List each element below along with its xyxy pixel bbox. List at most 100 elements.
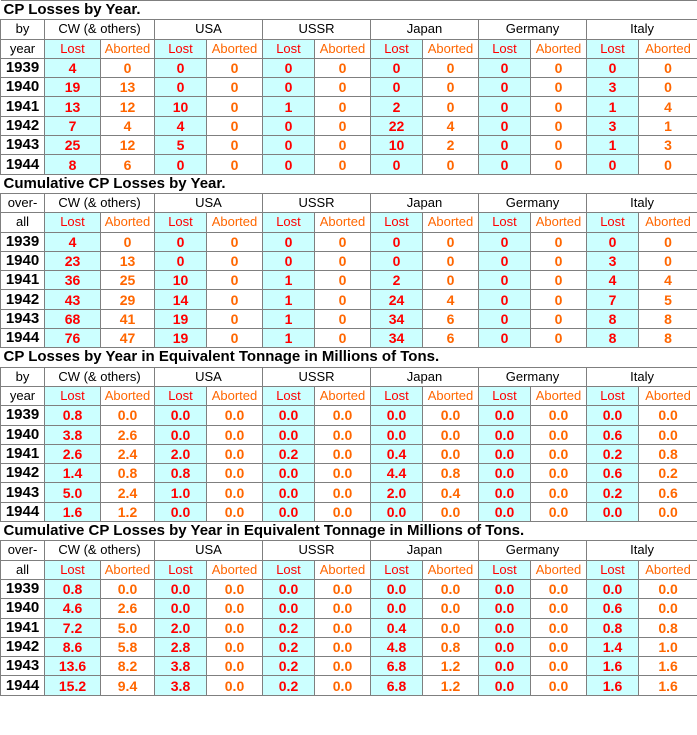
aborted-value-cell[interactable]: 0.0 [530, 443, 587, 465]
aborted-value-cell[interactable]: 0 [314, 77, 371, 98]
aborted-value-cell[interactable]: 0.0 [206, 675, 263, 696]
aborted-value-cell[interactable]: 2.4 [100, 443, 155, 465]
lost-value-cell[interactable]: 3.8 [154, 675, 207, 696]
aborted-value-cell[interactable]: 0 [637, 154, 697, 175]
aborted-value-cell[interactable]: 0 [637, 77, 697, 98]
lost-value-cell[interactable]: 0.0 [154, 598, 207, 619]
aborted-value-cell[interactable]: 0 [637, 57, 697, 79]
aborted-value-cell[interactable]: 0 [314, 270, 371, 291]
aborted-value-cell[interactable]: 1.6 [637, 656, 697, 677]
aborted-value-cell[interactable]: 0.0 [530, 424, 587, 445]
aborted-value-cell[interactable]: 0 [314, 328, 371, 349]
lost-value-cell[interactable]: 0 [154, 250, 207, 272]
lost-value-cell[interactable]: 0.0 [478, 443, 531, 465]
lost-value-cell[interactable]: 34 [370, 308, 423, 330]
lost-value-cell[interactable]: 22 [370, 115, 423, 137]
lost-value-cell[interactable]: 0.0 [478, 675, 531, 696]
aborted-value-cell[interactable]: 5 [637, 289, 697, 310]
country-header[interactable]: Italy [585, 19, 697, 40]
lost-value-cell[interactable]: 1 [586, 96, 639, 117]
lost-value-cell[interactable]: 0.0 [478, 424, 531, 445]
year-cell[interactable]: 1943 [0, 135, 45, 156]
lost-header[interactable]: Lost [154, 212, 207, 233]
year-cell[interactable]: 1939 [0, 578, 45, 600]
lost-value-cell[interactable]: 43 [44, 289, 101, 310]
aborted-header[interactable]: Aborted [206, 212, 263, 233]
aborted-value-cell[interactable]: 0.0 [530, 617, 587, 638]
aborted-value-cell[interactable]: 0 [422, 270, 479, 291]
row-label-bottom[interactable]: all [0, 212, 45, 233]
aborted-value-cell[interactable]: 5.8 [100, 636, 155, 658]
lost-value-cell[interactable]: 13.6 [44, 656, 101, 677]
lost-value-cell[interactable]: 0.0 [586, 578, 639, 600]
country-header[interactable]: Germany [478, 19, 587, 40]
aborted-value-cell[interactable]: 8 [637, 308, 697, 330]
aborted-value-cell[interactable]: 0.4 [422, 482, 479, 503]
lost-value-cell[interactable]: 2.6 [44, 443, 101, 465]
aborted-header[interactable]: Aborted [206, 38, 263, 59]
lost-value-cell[interactable]: 0.6 [586, 598, 639, 619]
aborted-value-cell[interactable]: 0.0 [206, 482, 263, 503]
lost-value-cell[interactable]: 10 [154, 96, 207, 117]
lost-value-cell[interactable]: 0.8 [44, 405, 101, 426]
lost-value-cell[interactable]: 0 [478, 96, 531, 117]
lost-value-cell[interactable]: 0.2 [262, 636, 315, 658]
aborted-value-cell[interactable]: 0.0 [206, 578, 263, 600]
aborted-value-cell[interactable]: 0 [206, 270, 263, 291]
aborted-value-cell[interactable]: 1.6 [637, 675, 697, 696]
aborted-value-cell[interactable]: 0.0 [530, 675, 587, 696]
aborted-value-cell[interactable]: 6 [100, 154, 155, 175]
lost-value-cell[interactable]: 8 [44, 154, 101, 175]
year-cell[interactable]: 1942 [0, 463, 45, 484]
lost-value-cell[interactable]: 7 [44, 115, 101, 137]
section-title[interactable]: Cumulative CP Losses by Year. [0, 173, 697, 194]
lost-value-cell[interactable]: 0 [370, 57, 423, 79]
lost-header[interactable]: Lost [586, 38, 639, 59]
aborted-value-cell[interactable]: 0.0 [530, 501, 587, 523]
aborted-value-cell[interactable]: 0.8 [637, 443, 697, 465]
lost-value-cell[interactable]: 0.0 [370, 501, 423, 523]
lost-value-cell[interactable]: 1 [262, 328, 315, 349]
year-cell[interactable]: 1941 [0, 617, 45, 638]
lost-value-cell[interactable]: 3.8 [44, 424, 101, 445]
lost-value-cell[interactable]: 0.0 [154, 501, 207, 523]
aborted-value-cell[interactable]: 0 [206, 154, 263, 175]
lost-value-cell[interactable]: 0.2 [586, 443, 639, 465]
aborted-header[interactable]: Aborted [422, 559, 479, 580]
year-cell[interactable]: 1942 [0, 636, 45, 658]
lost-value-cell[interactable]: 4.4 [370, 463, 423, 484]
lost-value-cell[interactable]: 15.2 [44, 675, 101, 696]
lost-value-cell[interactable]: 1.4 [586, 636, 639, 658]
lost-value-cell[interactable]: 0.0 [478, 598, 531, 619]
aborted-value-cell[interactable]: 8 [637, 328, 697, 349]
year-cell[interactable]: 1944 [0, 675, 45, 696]
row-label-top[interactable]: by [0, 19, 45, 40]
lost-value-cell[interactable]: 0.0 [478, 405, 531, 426]
aborted-header[interactable]: Aborted [100, 559, 155, 580]
lost-value-cell[interactable]: 0.0 [262, 424, 315, 445]
aborted-value-cell[interactable]: 4 [637, 96, 697, 117]
aborted-value-cell[interactable]: 13 [100, 77, 155, 98]
aborted-header[interactable]: Aborted [206, 385, 263, 407]
lost-value-cell[interactable]: 0.0 [154, 405, 207, 426]
country-header[interactable]: Germany [478, 366, 587, 387]
lost-value-cell[interactable]: 19 [154, 328, 207, 349]
aborted-value-cell[interactable]: 8.2 [100, 656, 155, 677]
country-header[interactable]: USA [154, 366, 263, 387]
aborted-value-cell[interactable]: 0 [314, 154, 371, 175]
lost-header[interactable]: Lost [370, 385, 423, 407]
year-cell[interactable]: 1944 [0, 328, 45, 349]
year-cell[interactable]: 1939 [0, 57, 45, 79]
year-cell[interactable]: 1940 [0, 250, 45, 272]
aborted-value-cell[interactable]: 0.0 [530, 463, 587, 484]
lost-value-cell[interactable]: 0 [154, 77, 207, 98]
lost-header[interactable]: Lost [370, 212, 423, 233]
lost-value-cell[interactable]: 4 [44, 57, 101, 79]
aborted-value-cell[interactable]: 0 [530, 250, 587, 272]
lost-value-cell[interactable]: 0 [154, 154, 207, 175]
aborted-value-cell[interactable]: 0.0 [206, 501, 263, 523]
lost-value-cell[interactable]: 3 [586, 250, 639, 272]
aborted-value-cell[interactable]: 0 [530, 154, 587, 175]
aborted-value-cell[interactable]: 0 [530, 270, 587, 291]
aborted-value-cell[interactable]: 0 [530, 328, 587, 349]
